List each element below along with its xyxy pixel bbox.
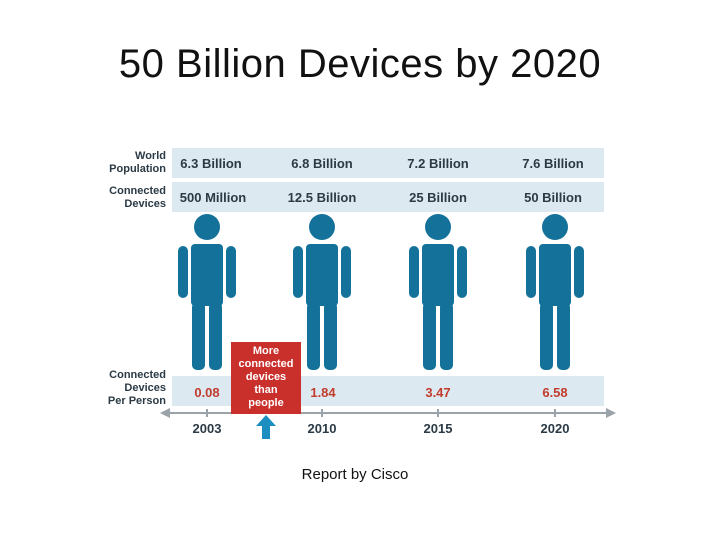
row-label-world-population: World Population <box>92 150 166 176</box>
callout-line: people <box>248 397 284 409</box>
year-label: 2020 <box>540 421 570 436</box>
person-icon <box>526 214 584 370</box>
year-label: 2015 <box>423 421 453 436</box>
timeline-axis <box>160 408 616 418</box>
per-person-value: 1.84 <box>310 385 336 400</box>
more-devices-than-people-callout: More connected devices than people <box>231 342 301 414</box>
row-label-line: Per Person <box>107 395 166 407</box>
devices-value: 50 Billion <box>524 190 582 205</box>
row-label-line: World <box>135 150 166 162</box>
per-person-value: 0.08 <box>194 385 220 400</box>
population-value: 6.8 Billion <box>291 156 353 171</box>
source-caption: Report by Cisco <box>301 466 409 483</box>
up-arrow-icon <box>256 415 276 439</box>
per-person-value: 3.47 <box>425 385 451 400</box>
devices-value: 500 Million <box>179 190 247 205</box>
population-value: 7.6 Billion <box>522 156 584 171</box>
row-label-line: Devices <box>124 382 166 394</box>
row-label-line: Connected <box>109 369 166 381</box>
per-person-value: 6.58 <box>542 385 568 400</box>
world-population-band <box>172 148 604 178</box>
year-label: 2003 <box>192 421 222 436</box>
row-label-devices-per-person: Connected Devices Per Person <box>92 369 166 408</box>
year-label: 2010 <box>307 421 337 436</box>
page-title: 50 Billion Devices by 2020 <box>118 42 602 86</box>
devices-value: 12.5 Billion <box>287 190 357 205</box>
population-value: 6.3 Billion <box>180 156 242 171</box>
person-icon <box>178 214 236 370</box>
callout-line: More <box>252 345 280 357</box>
row-label-line: Population <box>109 163 166 175</box>
devices-value: 25 Billion <box>409 190 467 205</box>
row-label-connected-devices: Connected Devices <box>92 185 166 211</box>
person-icon <box>409 214 467 370</box>
callout-line: than <box>254 384 278 396</box>
connected-devices-band <box>172 182 604 212</box>
person-icon <box>293 214 351 370</box>
callout-line: connected <box>238 358 294 370</box>
population-value: 7.2 Billion <box>407 156 469 171</box>
row-label-line: Devices <box>124 198 166 210</box>
row-label-line: Connected <box>109 185 166 197</box>
callout-line: devices <box>245 371 287 383</box>
